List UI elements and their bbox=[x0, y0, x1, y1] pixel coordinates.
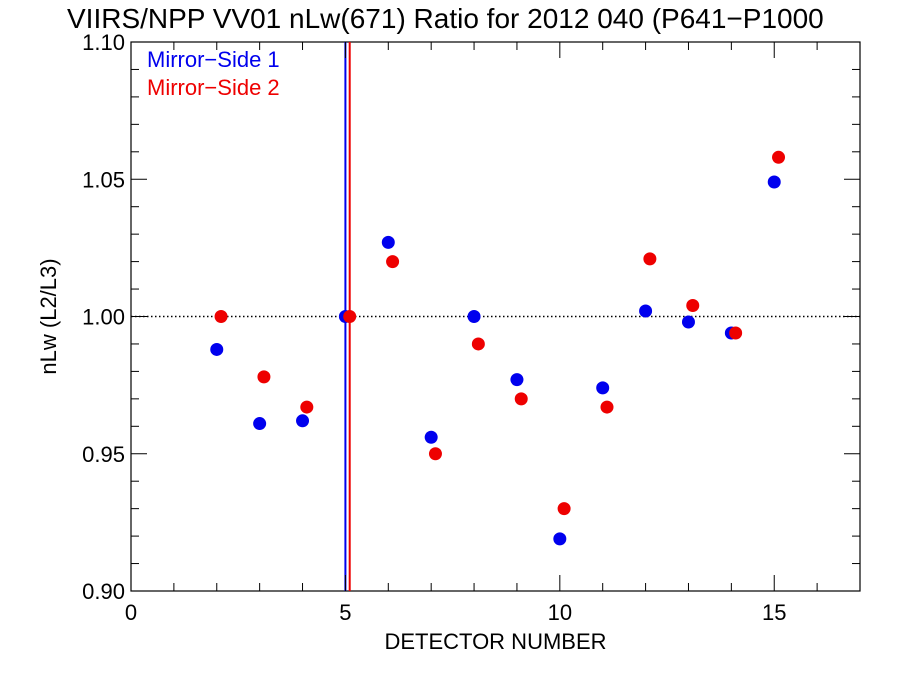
data-point-series-2 bbox=[386, 255, 400, 269]
y-tick-label: 1.00 bbox=[82, 305, 125, 330]
data-points bbox=[210, 150, 786, 546]
data-point-series-1 bbox=[381, 235, 395, 249]
data-point-series-2 bbox=[557, 502, 571, 516]
data-point-series-2 bbox=[686, 299, 700, 313]
data-point-series-2 bbox=[600, 400, 614, 414]
tick-labels: 0 5 10 15 0.90 0.95 1.00 1.05 1.10 bbox=[82, 30, 786, 625]
x-tick-label: 5 bbox=[339, 600, 351, 625]
data-point-series-1 bbox=[253, 417, 267, 431]
y-tick-label: 0.90 bbox=[82, 579, 125, 604]
data-point-series-1 bbox=[296, 414, 310, 428]
data-point-series-2 bbox=[428, 447, 442, 461]
y-tick-label: 1.10 bbox=[82, 30, 125, 55]
data-point-series-1 bbox=[210, 342, 224, 356]
data-point-series-2 bbox=[514, 392, 528, 406]
data-point-series-2 bbox=[214, 310, 228, 323]
legend-entry-1: Mirror−Side 1 bbox=[147, 47, 280, 72]
axis-ticks bbox=[130, 41, 861, 592]
data-point-series-2 bbox=[300, 400, 314, 414]
data-point-series-2 bbox=[257, 370, 271, 384]
x-tick-label: 15 bbox=[762, 600, 786, 625]
data-point-series-2 bbox=[729, 326, 743, 340]
data-point-series-1 bbox=[681, 315, 695, 329]
chart-title: VIIRS/NPP VV01 nLw(671) Ratio for 2012 0… bbox=[67, 3, 824, 34]
data-point-series-1 bbox=[467, 310, 481, 323]
x-tick-label: 0 bbox=[125, 600, 137, 625]
data-point-series-2 bbox=[643, 252, 657, 266]
legend-entry-2: Mirror−Side 2 bbox=[147, 75, 280, 100]
data-point-series-2 bbox=[343, 310, 357, 323]
data-point-series-2 bbox=[772, 150, 786, 164]
y-tick-label: 1.05 bbox=[82, 167, 125, 192]
x-tick-label: 10 bbox=[548, 600, 572, 625]
data-point-series-1 bbox=[767, 175, 781, 189]
data-point-series-1 bbox=[639, 304, 653, 318]
legend: Mirror−Side 1 Mirror−Side 2 bbox=[147, 47, 280, 100]
y-axis-title: nLw (L2/L3) bbox=[36, 258, 61, 374]
data-point-series-2 bbox=[471, 337, 485, 351]
data-point-series-1 bbox=[510, 373, 524, 387]
data-point-series-1 bbox=[424, 430, 438, 444]
y-tick-label: 0.95 bbox=[82, 442, 125, 467]
x-axis-title: DETECTOR NUMBER bbox=[384, 629, 606, 654]
data-point-series-1 bbox=[553, 532, 567, 546]
data-point-series-1 bbox=[596, 381, 610, 395]
reference-lines bbox=[131, 42, 860, 591]
